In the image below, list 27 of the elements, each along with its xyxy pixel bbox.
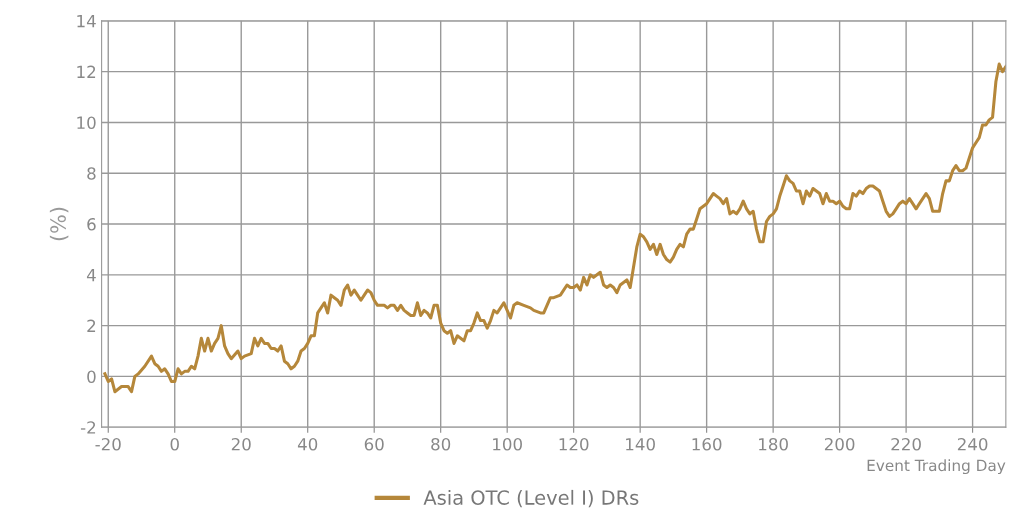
legend-label: Asia OTC (Level I) DRs xyxy=(423,489,639,508)
x-tick-label: 240 xyxy=(957,437,988,451)
y-tick-label: 12 xyxy=(77,65,96,78)
y-tick-label: 0 xyxy=(87,370,96,383)
x-tick-label: 20 xyxy=(231,437,251,451)
line-series xyxy=(103,62,1006,394)
y-tick-label: 6 xyxy=(87,217,96,231)
x-tick-label: 120 xyxy=(559,437,589,451)
x-tick-label: 0 xyxy=(170,437,179,451)
x-tick-label: 160 xyxy=(692,437,722,451)
x-tick-label: 100 xyxy=(493,437,522,451)
y-tick-label: 4 xyxy=(86,269,96,282)
y-tick-label: 2 xyxy=(87,319,96,332)
x-tick-label: 80 xyxy=(431,437,451,451)
x-tick-label: 200 xyxy=(824,437,855,451)
x-tick-label: 220 xyxy=(891,437,921,451)
y-tick-label: 8 xyxy=(87,167,96,180)
y-tick-label: -2 xyxy=(80,421,96,434)
x-tick-label: 60 xyxy=(364,437,384,451)
y-tick-label: 10 xyxy=(77,116,96,129)
x-tick-label: 180 xyxy=(759,437,788,451)
x-tick-label: -20 xyxy=(95,437,121,451)
x-axis-title: Event Trading Day xyxy=(867,459,1006,475)
y-tick-label: 14 xyxy=(77,15,96,28)
x-tick-label: 140 xyxy=(626,437,655,451)
x-tick-label: 40 xyxy=(297,437,318,451)
y-axis-title: (%) xyxy=(49,207,69,241)
